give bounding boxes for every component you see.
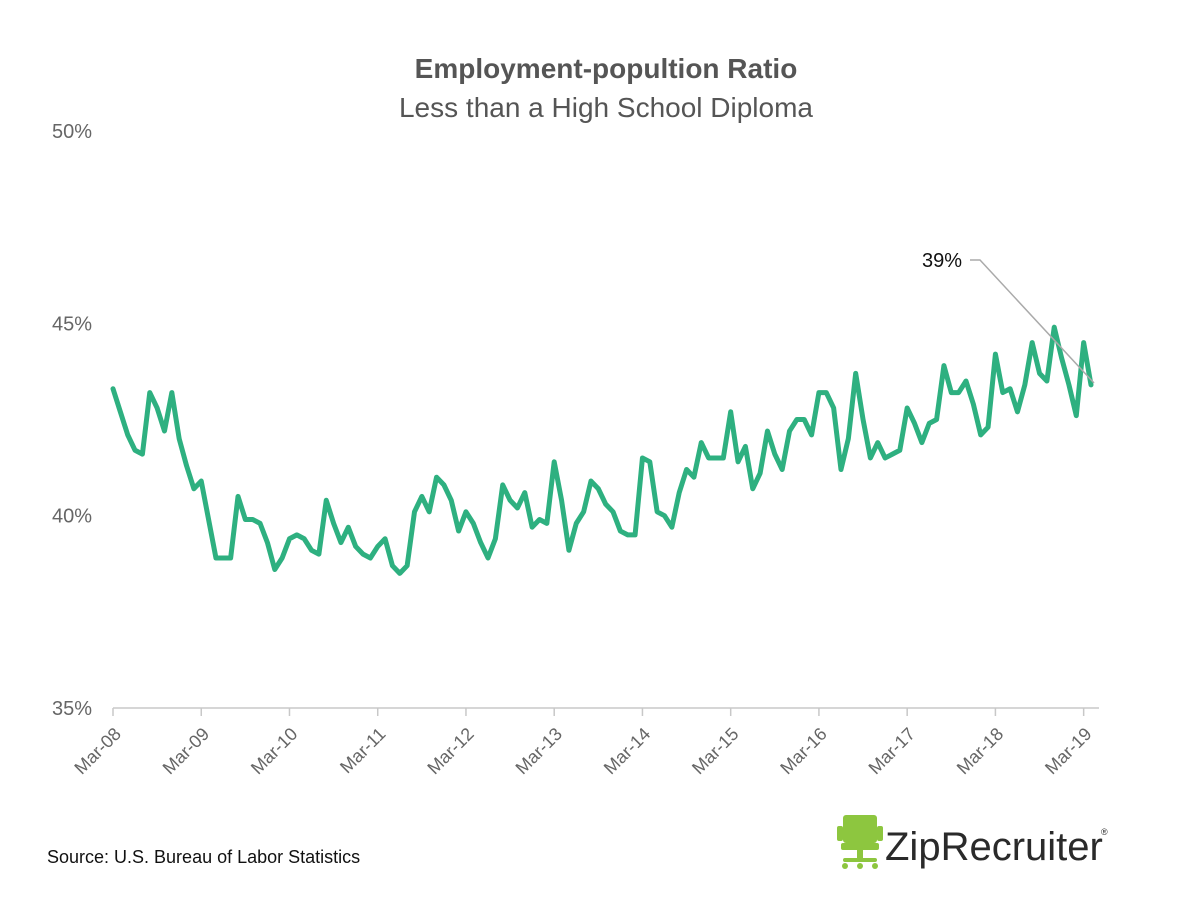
x-tick-label: Mar-11 xyxy=(336,724,390,778)
x-axis: Mar-08 Mar-09 Mar-10 Mar-11 Mar-12 Mar-13 Mar-… xyxy=(70,708,1096,778)
x-tick-label: Mar-14 xyxy=(600,724,654,778)
y-tick-label: 50% xyxy=(52,121,92,143)
ziprecruiter-logo: ZipRecruiter ® xyxy=(837,815,1108,869)
x-tick-label: Mar-13 xyxy=(512,724,566,778)
annotation-leader xyxy=(970,259,1095,384)
x-tick-label: Mar-18 xyxy=(953,724,1007,778)
series-line xyxy=(110,324,1094,576)
source-note: Source: U.S. Bureau of Labor Statistics xyxy=(47,847,360,867)
y-tick-label: 45% xyxy=(52,313,92,335)
logo-text: ZipRecruiter xyxy=(885,825,1103,869)
x-tick-label: Mar-17 xyxy=(865,724,919,778)
office-chair-icon xyxy=(837,815,883,869)
chart-title: Employment-popultion Ratio xyxy=(415,53,798,84)
x-tick-label: Mar-12 xyxy=(423,724,477,778)
x-tick-label: Mar-15 xyxy=(688,724,742,778)
x-tick-label: Mar-09 xyxy=(159,724,213,778)
x-tick-label: Mar-08 xyxy=(70,724,124,778)
y-axis: 50% 45% 40% 35% xyxy=(52,121,92,720)
chart-subtitle: Less than a High School Diploma xyxy=(399,92,813,123)
y-tick-label: 35% xyxy=(52,698,92,720)
x-tick-label: Mar-19 xyxy=(1041,724,1095,778)
y-tick-label: 40% xyxy=(52,506,92,528)
x-tick-label: Mar-16 xyxy=(776,724,830,778)
x-tick-label: Mar-10 xyxy=(247,724,301,778)
annotation-label: 39% xyxy=(922,250,962,272)
logo-registered-mark: ® xyxy=(1101,827,1108,837)
